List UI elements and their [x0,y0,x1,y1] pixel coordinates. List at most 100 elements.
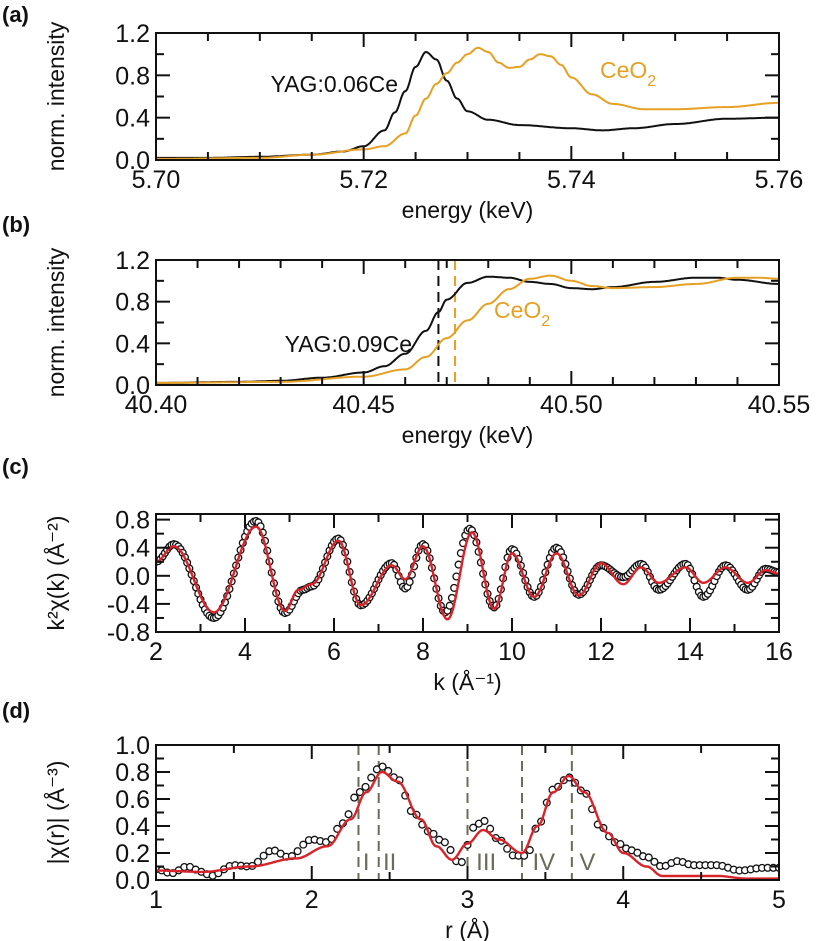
plot-area [156,274,779,384]
data-point [350,793,359,802]
data-point [355,787,364,797]
x-tick-label: 3 [461,886,475,914]
label-ceo2-a-main: CeO [600,57,647,83]
y-tick-label: 0.8 [115,62,150,90]
panel-a: 5.70 5.72 5.74 5.76 0.0 0.4 0.8 1.2 energy (keV)… [2,2,803,223]
data-point [633,848,642,857]
label-yag-009ce: YAG:0.09Ce [285,331,412,357]
x-tick-label: 2 [149,638,163,666]
y-tick-label: 0.8 [115,507,150,535]
data-point [259,851,268,860]
fit-line [156,770,779,880]
shell-label: III [476,849,496,876]
y-tick-label: 0.6 [115,786,150,814]
y-axis-title: norm. intensity [43,21,69,171]
y-tick-label: -0.8 [107,619,150,647]
shell-label: IV [532,849,555,876]
data-point [440,838,449,847]
shell-label: II [383,849,396,876]
x-tick-label: 2 [305,886,319,914]
x-tick-label: 40.40 [125,391,188,419]
x-tick-label: 4 [616,886,630,914]
y-tick-label: 1.0 [115,732,150,760]
panel-label: (d) [2,698,30,723]
data-point [486,824,495,833]
x-axis-title: r (Å) [445,916,490,941]
data-point [344,810,353,819]
plot-area [156,762,779,880]
label-ceo2-b-main: CeO [494,297,541,323]
label-ceo2-b: CeO2 [494,297,550,330]
y-tick-label: 0.0 [115,372,150,400]
series-line-ceo2 [156,46,779,160]
data-point [446,845,455,855]
y-axis-title: |χ(r)| (Å⁻³) [42,761,69,865]
data-point [457,858,466,867]
y-tick-label: 0.4 [115,813,150,841]
label-ceo2-a-sub: 2 [647,73,656,90]
series-line-yag-0-09ce [156,275,779,384]
y-axis-title: k²χ(k) (Å⁻²) [42,516,69,631]
x-tick-label: 16 [765,638,793,666]
panel-label: (b) [2,212,30,237]
x-tick-label: 40.55 [748,391,811,419]
y-tick-label: 0.8 [115,759,150,787]
x-tick-label: 12 [587,638,615,666]
y-axis-title: norm. intensity [43,247,69,397]
y-tick-label: 0.2 [115,840,150,868]
data-point [405,577,414,587]
panel-d: I II III IV V1 2 3 4 50.00.20.40.60.81.0r (Å)|χ(… [2,698,786,941]
label-yag-006ce: YAG:0.06Ce [271,71,398,97]
panel-c: 2 4 6 8 10 12 14 16 -0.8-0.40.00.40.8 k (Å⁻¹) k²χ(… [2,454,793,695]
y-tick-label: 0.0 [115,147,150,175]
x-tick-label: 10 [498,638,526,666]
label-ceo2-b-sub: 2 [541,313,550,330]
plot-frame [155,32,780,161]
shell-label: I [363,849,370,876]
data-point [503,844,512,853]
data-point [480,816,489,826]
data-point [644,853,653,862]
x-tick-label: 6 [327,638,341,666]
y-tick-label: 1.2 [115,20,150,48]
x-tick-label: 14 [676,638,704,666]
y-tick-label: 1.2 [115,247,150,275]
label-ceo2-a: CeO2 [600,57,656,90]
data-point [361,782,370,791]
y-tick-label: -0.4 [107,591,150,619]
shell-label: V [579,849,595,876]
x-axis-title: energy (keV) [402,197,534,223]
x-tick-label: 5.72 [339,166,388,194]
panel-b: 40.40 40.45 40.50 40.55 0.0 0.4 0.8 1.2 energy (… [2,212,810,448]
data-point [378,762,387,771]
fit-line [156,525,779,621]
data-point [293,847,302,856]
x-tick-label: 40.45 [332,391,395,419]
y-tick-label: 0.4 [115,105,150,133]
x-tick-label: 5.76 [755,166,804,194]
data-point [469,823,478,832]
plot-area [156,46,779,160]
panel-label: (c) [2,454,29,479]
x-axis-title: k (Å⁻¹) [433,668,501,695]
data-point [253,857,262,866]
x-tick-label: 4 [238,638,252,666]
y-tick-label: 0.0 [115,563,150,591]
y-tick-label: 0.4 [115,535,150,563]
x-tick-label: 40.50 [540,391,603,419]
data-point [650,857,659,866]
y-tick-label: 0.0 [115,867,150,895]
series-line-ceo2 [156,274,779,384]
plot-area [156,516,779,623]
x-tick-label: 5.74 [547,166,596,194]
y-tick-label: 0.8 [115,289,150,317]
x-tick-label: 5.70 [132,166,181,194]
series-line-yag-0-06ce [156,50,779,159]
data-point [367,773,376,782]
x-tick-label: 5 [772,886,786,914]
data-point [299,840,308,849]
y-tick-label: 0.4 [115,330,150,358]
x-tick-label: 8 [416,638,430,666]
x-tick-label: 1 [149,886,163,914]
